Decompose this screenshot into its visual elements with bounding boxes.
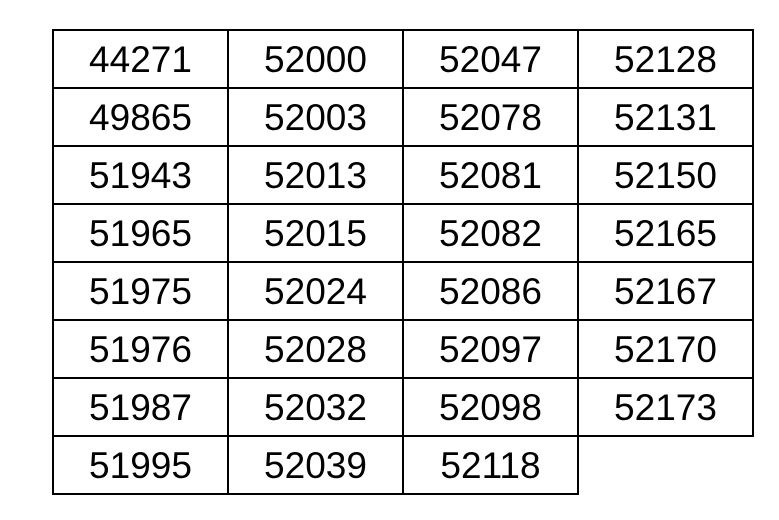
table-cell: 52082 <box>402 203 579 263</box>
table-cell: 52167 <box>577 261 754 321</box>
table-cell: 52170 <box>577 319 754 379</box>
empty-cell <box>578 436 753 494</box>
table-cell: 51965 <box>52 203 229 263</box>
table-cell: 51943 <box>52 145 229 205</box>
table-cell: 52028 <box>227 319 404 379</box>
number-table-body: 44271 52000 52047 52128 49865 52003 52078 52131… <box>52 29 754 495</box>
table-row: 51995 52039 52118 <box>52 435 753 495</box>
table-row: 51987 52032 52098 52173 <box>52 377 754 437</box>
table-cell: 52003 <box>227 87 404 147</box>
table-cell: 52097 <box>402 319 579 379</box>
table-cell: 52118 <box>402 435 579 495</box>
table-cell: 49865 <box>52 87 229 147</box>
table-cell: 51975 <box>52 261 229 321</box>
table-cell: 52165 <box>577 203 754 263</box>
table-cell: 52078 <box>402 87 579 147</box>
table-cell: 51976 <box>52 319 229 379</box>
table-row: 49865 52003 52078 52131 <box>52 87 754 147</box>
table-row: 51943 52013 52081 52150 <box>52 145 754 205</box>
table-cell: 52150 <box>577 145 754 205</box>
table-cell: 51995 <box>52 435 229 495</box>
table-row: 51965 52015 52082 52165 <box>52 203 754 263</box>
table-cell: 52047 <box>402 29 579 89</box>
table-cell: 51987 <box>52 377 229 437</box>
table-cell: 52000 <box>227 29 404 89</box>
table-cell: 52024 <box>227 261 404 321</box>
table-cell: 52086 <box>402 261 579 321</box>
number-table: 44271 52000 52047 52128 49865 52003 52078 52131… <box>52 29 754 495</box>
table-row: 44271 52000 52047 52128 <box>52 29 754 89</box>
table-cell: 44271 <box>52 29 229 89</box>
table-cell: 52013 <box>227 145 404 205</box>
table-cell: 52081 <box>402 145 579 205</box>
table-row: 51975 52024 52086 52167 <box>52 261 754 321</box>
table-cell: 52032 <box>227 377 404 437</box>
table-cell: 52131 <box>577 87 754 147</box>
table-cell: 52015 <box>227 203 404 263</box>
table-cell: 52173 <box>577 377 754 437</box>
table-cell: 52128 <box>577 29 754 89</box>
table-row: 51976 52028 52097 52170 <box>52 319 754 379</box>
table-cell: 52039 <box>227 435 404 495</box>
table-cell: 52098 <box>402 377 579 437</box>
